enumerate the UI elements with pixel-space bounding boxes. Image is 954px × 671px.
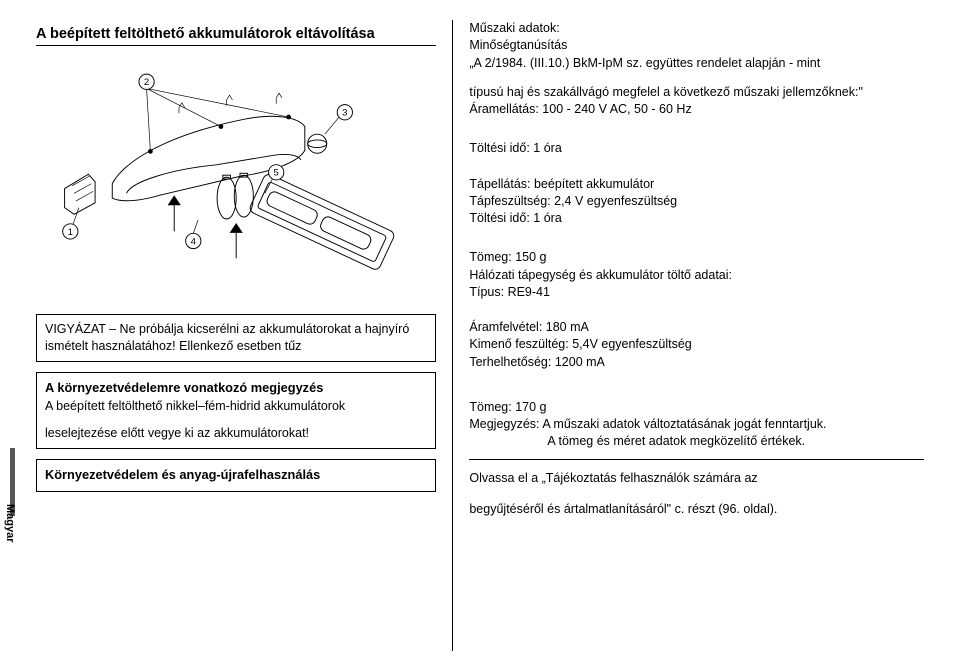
spec-line: Tápfeszültség: 2,4 V egyenfeszültség bbox=[469, 193, 924, 210]
spec-block-5: Áramfelvétel: 180 mA Kimenő feszültég: 5… bbox=[469, 319, 924, 371]
recycle-box: Környezetvédelem és anyag-újrafelhasznál… bbox=[36, 459, 436, 492]
spec-line: típusú haj és szakállvágó megfelel a köv… bbox=[469, 84, 924, 101]
language-tab-label: Magyar bbox=[4, 504, 16, 543]
spec-line: Tömeg: 150 g bbox=[469, 249, 924, 266]
env-note-heading: A környezetvédelemre vonatkozó megjegyzé… bbox=[45, 379, 427, 396]
spec-line: Kimenő feszültég: 5,4V egyenfeszültség bbox=[469, 336, 924, 353]
spec-line: Megjegyzés: A műszaki adatok változtatás… bbox=[469, 416, 924, 433]
footer-line: begyűjtéséről és ártalmatlanításáról" c.… bbox=[469, 501, 924, 518]
spec-line: Terhelhetőség: 1200 mA bbox=[469, 354, 924, 371]
left-column: Magyar A beépített feltölthető akkumulát… bbox=[36, 20, 453, 651]
spec-block-2: Töltési idő: 1 óra bbox=[469, 140, 924, 157]
spec-line: Tömeg: 170 g bbox=[469, 399, 924, 416]
diagram-svg: 1 2 3 4 5 bbox=[36, 54, 436, 304]
spec-block-6: Tömeg: 170 g Megjegyzés: A műszaki adato… bbox=[469, 399, 924, 460]
spec-line: Hálózati tápegység és akkumulátor töltő … bbox=[469, 267, 924, 284]
spec-line: Tápellátás: beépített akkumulátor bbox=[469, 176, 924, 193]
spec-line: Műszaki adatok: bbox=[469, 20, 924, 37]
spec-line: „A 2/1984. (III.10.) BkM-IpM sz. együtte… bbox=[469, 55, 924, 72]
language-tab: Magyar bbox=[10, 448, 30, 516]
callout-3: 3 bbox=[342, 108, 347, 119]
callout-1: 1 bbox=[68, 227, 73, 238]
spec-line: Minőségtanúsítás bbox=[469, 37, 924, 54]
env-note-line1: A beépített feltölthető nikkel–fém-hidri… bbox=[45, 398, 427, 415]
env-note-line2: leselejtezése előtt vegye ki az akkumulá… bbox=[45, 425, 427, 442]
disassembly-diagram: 1 2 3 4 5 bbox=[36, 54, 436, 304]
spec-line: A tömeg és méret adatok megközelítő érté… bbox=[469, 433, 924, 450]
callout-4: 4 bbox=[191, 236, 197, 247]
footer-block: Olvassa el a „Tájékoztatás felhasználók … bbox=[469, 470, 924, 519]
footer-line: Olvassa el a „Tájékoztatás felhasználók … bbox=[469, 470, 924, 487]
right-column: Műszaki adatok: Minőségtanúsítás „A 2/19… bbox=[453, 20, 924, 651]
spec-block-1: Műszaki adatok: Minőségtanúsítás „A 2/19… bbox=[469, 20, 924, 72]
spec-line: Típus: RE9-41 bbox=[469, 284, 924, 301]
spec-block-3: Tápellátás: beépített akkumulátor Tápfes… bbox=[469, 176, 924, 228]
callout-2: 2 bbox=[144, 77, 149, 88]
section-heading: A beépített feltölthető akkumulátorok el… bbox=[36, 26, 436, 46]
env-note-box: A környezetvédelemre vonatkozó megjegyzé… bbox=[36, 372, 436, 449]
recycle-heading: Környezetvédelem és anyag-újrafelhasznál… bbox=[45, 466, 427, 483]
spec-block-4: Tömeg: 150 g Hálózati tápegység és akkum… bbox=[469, 249, 924, 301]
callout-5: 5 bbox=[274, 168, 279, 179]
caution-box: VIGYÁZAT – Ne próbálja kicserélni az akk… bbox=[36, 314, 436, 362]
spec-block-1b: típusú haj és szakállvágó megfelel a köv… bbox=[469, 84, 924, 119]
manual-page: Magyar A beépített feltölthető akkumulát… bbox=[0, 0, 954, 671]
spec-line: Áramellátás: 100 - 240 V AC, 50 - 60 Hz bbox=[469, 101, 924, 118]
spec-line: Töltési idő: 1 óra bbox=[469, 140, 924, 157]
spec-line: Áramfelvétel: 180 mA bbox=[469, 319, 924, 336]
spec-line: Töltési idő: 1 óra bbox=[469, 210, 924, 227]
caution-text: VIGYÁZAT – Ne próbálja kicserélni az akk… bbox=[45, 322, 409, 353]
